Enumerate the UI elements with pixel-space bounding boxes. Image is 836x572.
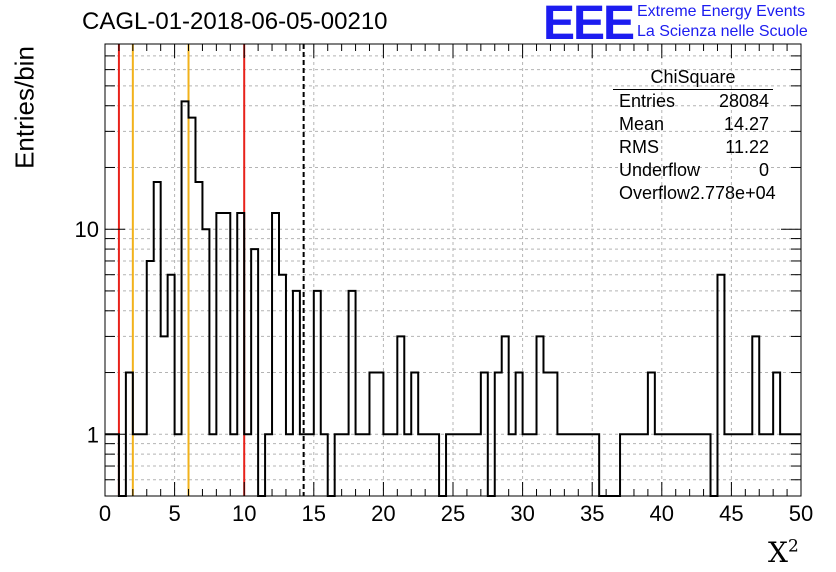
- stats-value: 0: [758, 160, 769, 180]
- stats-label: Entries: [619, 91, 676, 111]
- stats-label: Underflow: [619, 160, 701, 180]
- stats-value: 28084: [718, 91, 769, 111]
- axis-ticks: [104, 43, 802, 497]
- x-tick-label: 30: [510, 501, 534, 526]
- x-tick-label: 10: [232, 501, 256, 526]
- x-axis-label-sup: 2: [787, 536, 799, 557]
- x-tick-label: 25: [441, 501, 465, 526]
- tick-labels: 0 5 10 15 20 25 30 35 40 45 50 1 10: [75, 217, 814, 526]
- logo-line-2: La Scienza nelle Scuole: [637, 23, 808, 40]
- x-tick-label: 45: [719, 501, 743, 526]
- chart-title: CAGL-01-2018-06-05-00210: [82, 8, 388, 35]
- stats-value: 2.778e+04: [690, 183, 776, 203]
- stats-value: 14.27: [723, 114, 769, 134]
- logo-line-1: Extreme Energy Events: [637, 3, 806, 20]
- x-tick-label: 20: [371, 501, 395, 526]
- x-tick-label: 35: [580, 501, 604, 526]
- x-tick-label: 40: [650, 501, 674, 526]
- stats-row-underflow: Underflow 0: [609, 159, 777, 182]
- x-tick-label: 15: [302, 501, 326, 526]
- stats-row-overflow: Overflow 2.778e+04: [609, 182, 777, 205]
- x-tick-label: 50: [789, 501, 813, 526]
- histogram-outline: [105, 100, 801, 497]
- stats-label: RMS: [619, 137, 659, 157]
- eee-logo: EEE: [543, 0, 635, 50]
- y-tick-label: 10: [75, 217, 99, 242]
- stats-label: Overflow: [619, 183, 691, 203]
- stats-box: ChiSquare Entries 28084 Mean 14.27 RMS 11.2…: [609, 66, 777, 205]
- stats-title: ChiSquare: [613, 66, 773, 90]
- y-tick-label: 1: [87, 422, 99, 447]
- logo-text: Extreme Energy Events La Scienza nelle S…: [637, 2, 808, 42]
- stats-row-mean: Mean 14.27: [609, 113, 777, 136]
- histogram: [105, 100, 801, 497]
- stats-row-rms: RMS 11.22: [609, 136, 777, 159]
- stats-label: Mean: [619, 114, 665, 134]
- x-axis-label-base: X: [768, 536, 788, 569]
- x-tick-label: 0: [99, 501, 111, 526]
- x-axis-label: X2: [768, 536, 799, 569]
- stats-row-entries: Entries 28084: [609, 90, 777, 113]
- x-tick-label: 5: [168, 501, 180, 526]
- stats-value: 11.22: [725, 137, 769, 157]
